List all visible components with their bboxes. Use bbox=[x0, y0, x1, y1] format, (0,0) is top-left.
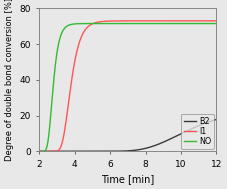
NO bbox=[215, 22, 218, 25]
Line: I1: I1 bbox=[39, 21, 217, 151]
I1 bbox=[210, 20, 213, 22]
I1 bbox=[38, 150, 41, 152]
Line: B2: B2 bbox=[39, 119, 217, 151]
NO bbox=[124, 22, 127, 25]
B2 bbox=[215, 118, 218, 121]
X-axis label: Time [min]: Time [min] bbox=[101, 174, 155, 184]
NO bbox=[38, 150, 41, 152]
I1 bbox=[178, 20, 180, 22]
Y-axis label: Degree of double bond conversion [%]: Degree of double bond conversion [%] bbox=[5, 0, 14, 161]
B2 bbox=[210, 120, 213, 122]
NO bbox=[198, 22, 200, 25]
I1 bbox=[210, 20, 212, 22]
NO bbox=[47, 138, 50, 140]
B2 bbox=[124, 150, 127, 152]
Line: NO: NO bbox=[39, 24, 217, 151]
I1 bbox=[47, 150, 50, 152]
B2 bbox=[178, 134, 180, 136]
B2 bbox=[47, 150, 50, 152]
Legend: B2, I1, NO: B2, I1, NO bbox=[181, 114, 214, 149]
NO bbox=[210, 22, 213, 25]
B2 bbox=[119, 150, 122, 152]
B2 bbox=[210, 120, 212, 122]
B2 bbox=[38, 150, 41, 152]
NO bbox=[178, 22, 180, 25]
I1 bbox=[119, 20, 122, 22]
NO bbox=[119, 22, 122, 25]
I1 bbox=[215, 20, 218, 22]
I1 bbox=[124, 20, 127, 22]
NO bbox=[210, 22, 213, 25]
